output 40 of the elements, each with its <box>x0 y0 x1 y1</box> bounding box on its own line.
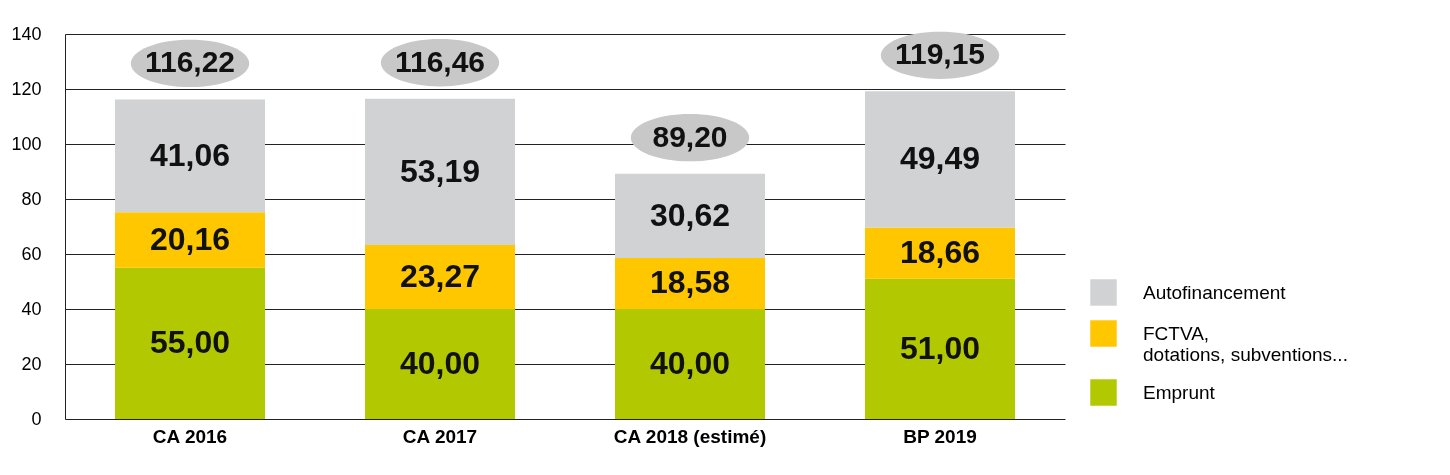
text: 41,06 <box>149 136 231 173</box>
total-label: 116,22 <box>144 45 236 79</box>
bar <box>365 309 515 419</box>
text: 40,00 <box>399 345 481 381</box>
x-tick-label: CA 2017 <box>402 425 478 447</box>
text: 18,58 <box>649 264 731 301</box>
text: 49,49 <box>899 140 981 177</box>
y-tick-label: 140 <box>11 23 42 44</box>
total-label: 119,15 <box>894 37 986 71</box>
y-tick-label: 60 <box>21 243 42 264</box>
bar <box>615 309 765 419</box>
bar <box>115 267 265 419</box>
text: 51,00 <box>899 329 981 366</box>
text: 20,16 <box>149 221 231 258</box>
text: 53,19 <box>399 152 481 189</box>
y-tick-label: 0 <box>31 408 42 429</box>
x-tick-label: CA 2018 (estimé) <box>613 425 767 447</box>
bar <box>365 98 515 246</box>
bar <box>365 245 515 309</box>
text: 40,00 <box>649 345 731 381</box>
x-tick-label: CA 2016 <box>152 425 228 447</box>
legend-label: Autofinancement <box>1143 281 1287 303</box>
text: 30,62 <box>649 196 731 233</box>
bar <box>865 278 1015 419</box>
legend-label: Emprunt <box>1143 381 1216 403</box>
y-tick-label: 100 <box>11 133 42 154</box>
bar <box>865 91 1015 228</box>
text: 18,66 <box>899 234 981 271</box>
total-label: 89,20 <box>652 119 728 153</box>
text: 23,27 <box>399 258 481 294</box>
y-tick-label: 120 <box>11 78 42 99</box>
bar <box>115 99 265 213</box>
total-label: 116,46 <box>394 44 486 78</box>
y-tick-label: 80 <box>21 188 42 209</box>
legend-label: FCTVA, dotations, subventions... <box>1143 322 1348 365</box>
text: 55,00 <box>149 324 231 361</box>
y-tick-label: 40 <box>21 298 42 319</box>
y-tick-label: 20 <box>21 353 42 374</box>
bar <box>615 173 765 258</box>
x-tick-label: BP 2019 <box>903 425 977 447</box>
